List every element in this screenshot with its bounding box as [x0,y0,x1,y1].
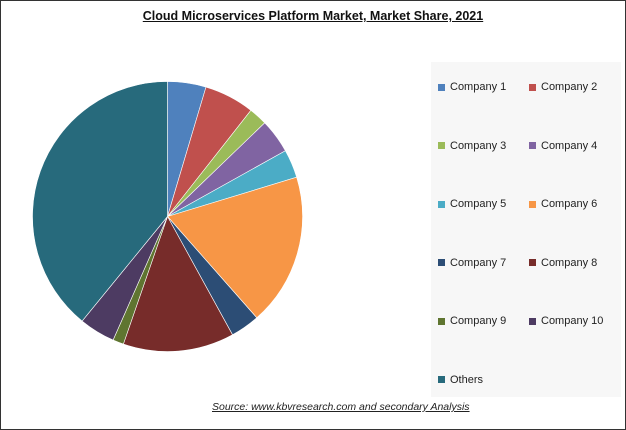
legend-label: Company 1 [450,81,507,93]
legend-swatch [529,259,536,266]
pie-slice-others [32,81,168,322]
legend-label: Company 8 [541,256,598,269]
legend-item: Company 8 [529,257,597,269]
legend-item: Company 3 [438,140,506,152]
legend-swatch [438,83,445,91]
legend-label: Company 5 [450,198,507,210]
chart-title: Cloud Microservices Platform Market, Mar… [142,9,484,23]
legend-item: Company 10 [529,315,603,327]
legend-label: Company 2 [541,81,598,93]
legend-swatch [529,200,536,208]
legend-swatch [529,317,536,325]
legend-item: Company 6 [529,198,597,210]
legend: Company 1 Company 2 Company 3 Company 4 Comp… [431,62,621,397]
pie-slice-company-6 [166,176,303,319]
legend-label: Company 9 [450,315,507,327]
legend-item: Company 4 [529,140,597,152]
legend-item: Company 5 [438,198,506,210]
legend-swatch [438,259,445,266]
legend-swatch [438,376,445,383]
legend-item: Company 1 [438,81,506,93]
legend-label: Company 4 [541,139,598,152]
legend-swatch [529,83,536,91]
legend-label: Others [450,373,484,386]
legend-label: Company 3 [450,139,507,152]
legend-swatch [438,317,445,325]
legend-item: Company 2 [529,81,597,93]
legend-item: Company 7 [438,257,506,269]
legend-label: Company 6 [541,198,598,210]
pie-slice-company-8 [122,215,233,352]
legend-label: Company 10 [541,315,604,327]
legend-label: Company 7 [450,256,507,269]
legend-swatch [438,142,445,149]
legend-swatch [529,142,536,149]
legend-item: Company 9 [438,315,506,327]
legend-swatch [438,200,445,208]
legend-item: Others [438,374,483,386]
source-note: Source: www.kbvresearch.com and secondar… [212,401,470,413]
